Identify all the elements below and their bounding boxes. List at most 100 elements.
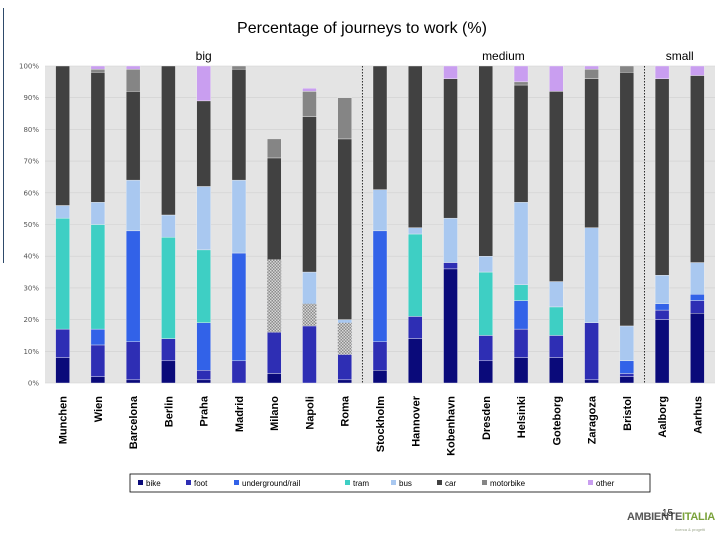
bar-segment-motorbike (302, 91, 317, 117)
bar-segment-bike (267, 373, 282, 384)
bar-segment-car (90, 72, 106, 203)
x-label-bristol: Bristol (622, 396, 634, 431)
bar-segment-tram (408, 233, 423, 317)
bar-segment-car (408, 65, 423, 228)
bar-helsinki (513, 65, 529, 384)
bar-stockholm (372, 65, 388, 384)
bar-segment-bus (90, 202, 106, 225)
bar-praha (196, 65, 211, 384)
bar-segment-foot (584, 322, 599, 381)
bar-segment-underground-rail (90, 328, 106, 346)
y-tick-label: 30% (23, 284, 39, 292)
bar-segment-tram (161, 236, 176, 339)
bar-segment-other (690, 65, 705, 76)
bar-segment-foot (90, 344, 106, 377)
x-label-wien: Wien (93, 396, 105, 422)
x-label-helsinki: Helsinki (516, 396, 528, 438)
legend-swatch-bus (391, 480, 396, 485)
bar-segment-tram (196, 249, 211, 323)
x-label-munchen: Munchen (58, 396, 70, 445)
bar-segment-tram (90, 224, 106, 330)
bar-segment-bus (513, 202, 529, 285)
bar-segment-bus (549, 281, 564, 308)
bar-zaragoza (584, 65, 599, 384)
bar-segment-textured (267, 259, 282, 333)
bar-segment-underground-rail (125, 230, 141, 342)
x-label-napoli: Napoli (304, 396, 316, 430)
bar-segment-bus (654, 275, 670, 304)
bar-segment-foot (478, 335, 493, 362)
legend-label-tram: tram (353, 479, 369, 488)
legend-swatch-underground-rail (234, 480, 239, 485)
y-tick-label: 80% (23, 126, 39, 134)
x-label-roma: Roma (340, 395, 352, 426)
bar-segment-underground-rail (196, 322, 211, 371)
x-label-berlin: Berlin (163, 396, 175, 427)
group-dividers (361, 66, 645, 383)
y-tick-label: 40% (23, 253, 39, 261)
legend-swatch-tram (345, 480, 350, 485)
chart-title: Percentage of journeys to work (%) (237, 20, 487, 37)
group-label-big: big (196, 49, 212, 63)
bar-goteborg (549, 65, 564, 384)
bar-segment-bus (408, 227, 423, 235)
bar-segment-underground-rail (513, 300, 529, 330)
legend-swatch-motorbike (482, 480, 487, 485)
bar-segment-foot (654, 309, 670, 320)
bar-segment-other (196, 65, 211, 102)
legend-label-bus: bus (399, 479, 412, 488)
bar-segment-bus (478, 256, 493, 273)
bar-segment-tram (55, 217, 70, 330)
bar-segment-bus (690, 262, 705, 295)
bar-segment-tram (478, 271, 493, 336)
bar-segment-car (584, 78, 599, 228)
group-labels: big medium small (196, 49, 694, 63)
bar-segment-bike (161, 360, 176, 384)
bar-segment-bus (443, 217, 458, 263)
page-number: 15 (662, 508, 674, 519)
bar-segment-foot (513, 328, 529, 358)
bar-segment-foot (161, 338, 176, 362)
bar-segment-bus (231, 179, 247, 254)
bar-segment-motorbike (267, 138, 282, 159)
bar-segment-car (55, 65, 70, 206)
x-label-milano: Milano (269, 396, 281, 431)
bar-aalborg (654, 65, 670, 384)
bar-aarhus (690, 65, 705, 384)
legend-swatch-bike (138, 480, 143, 485)
bar-segment-bike (690, 313, 705, 384)
bar-segment-bike (619, 376, 635, 384)
y-tick-label: 20% (23, 316, 39, 324)
legend-label-other: other (596, 479, 615, 488)
bar-segment-car (619, 72, 635, 327)
y-tick-label: 0% (28, 380, 39, 388)
y-tick-label: 50% (23, 221, 39, 229)
bar-wien (90, 65, 106, 384)
bar-segment-bike (408, 338, 423, 384)
bar-segment-car (125, 91, 141, 181)
bar-segment-car (302, 116, 317, 273)
bar-segment-bus (125, 179, 141, 232)
bar-segment-car (513, 84, 529, 203)
bar-segment-car (478, 65, 493, 257)
x-label-barcelona: Barcelona (128, 395, 140, 449)
y-tick-label: 60% (23, 189, 39, 197)
x-label-aalborg: Aalborg (657, 396, 669, 438)
bar-segment-other (302, 87, 317, 92)
bar-segment-other (584, 65, 599, 70)
bar-segment-foot (549, 335, 564, 358)
bar-segment-bike (55, 357, 70, 384)
bar-segment-bike (513, 357, 529, 384)
bar-segment-underground-rail (654, 303, 670, 311)
bar-segment-textured (337, 322, 352, 355)
legend-label-underground-rail: underground/rail (242, 479, 300, 488)
legend-box (129, 473, 651, 493)
logo-wordmark: AMBIENTEITALIA (627, 511, 715, 523)
bar-segment-bus (584, 227, 599, 323)
bar-segment-foot (443, 262, 458, 270)
bar-segment-bus (55, 205, 70, 219)
group-label-small: small (666, 49, 694, 63)
bar-segment-car (443, 78, 458, 219)
bar-segment-foot (196, 370, 211, 381)
bar-segment-motorbike (337, 97, 352, 140)
